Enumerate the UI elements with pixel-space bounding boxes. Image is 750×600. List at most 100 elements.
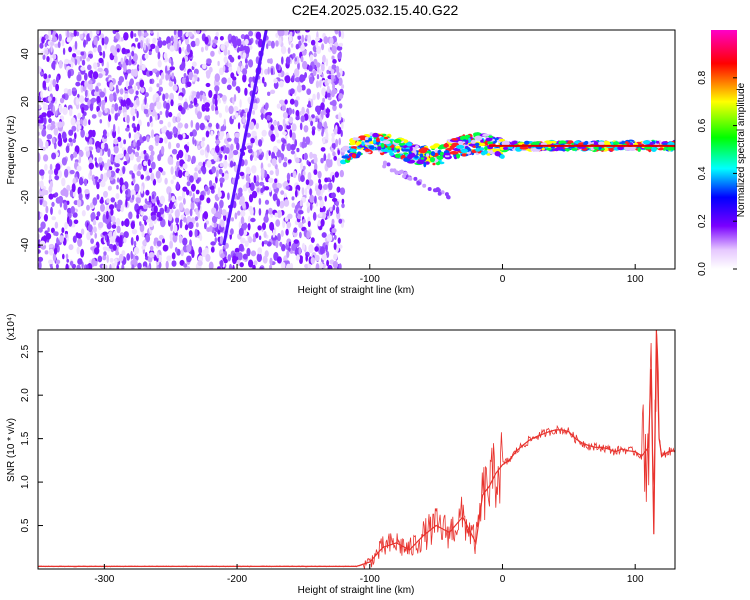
noise-mark [126, 49, 130, 54]
noise-mark [76, 264, 81, 269]
noise-mark [286, 250, 290, 258]
noise-mark [293, 239, 299, 244]
streak-mark [433, 188, 437, 193]
noise-mark [215, 139, 221, 145]
noise-mark [149, 78, 153, 84]
noise-mark [243, 112, 246, 118]
noise-mark [334, 30, 339, 35]
noise-mark [80, 129, 85, 138]
noise-mark [245, 166, 251, 175]
noise-mark [122, 166, 126, 175]
noise-mark [216, 81, 220, 86]
noise-mark [62, 253, 65, 260]
noise-mark [87, 224, 93, 233]
noise-mark [280, 46, 287, 55]
signal-mark [414, 155, 419, 159]
noise-mark [217, 266, 221, 269]
noise-mark [172, 234, 178, 243]
noise-mark [255, 122, 259, 130]
noise-mark [139, 221, 142, 227]
noise-mark [268, 187, 272, 193]
noise-mark [294, 139, 298, 147]
noise-mark [221, 77, 227, 85]
noise-mark [141, 64, 146, 71]
noise-mark [213, 222, 218, 228]
noise-mark [260, 167, 265, 176]
noise-mark [295, 157, 300, 164]
noise-mark [276, 256, 282, 264]
noise-mark [93, 47, 97, 53]
noise-mark [277, 233, 281, 242]
noise-mark [165, 260, 169, 269]
noise-mark [223, 50, 228, 56]
noise-mark [48, 118, 52, 124]
noise-mark [168, 192, 172, 202]
noise-mark [248, 236, 253, 244]
noise-mark [300, 161, 303, 171]
noise-mark [311, 114, 315, 119]
noise-mark [221, 172, 225, 177]
noise-mark [97, 110, 102, 118]
noise-mark [306, 230, 311, 240]
noise-mark [199, 234, 203, 242]
noise-mark [338, 112, 342, 121]
noise-mark [337, 149, 341, 156]
noise-mark [49, 180, 54, 189]
noise-mark [130, 237, 134, 246]
noise-mark [195, 208, 198, 215]
noise-mark [332, 151, 336, 157]
noise-mark [329, 43, 333, 48]
noise-mark [168, 202, 173, 210]
noise-mark [145, 170, 150, 176]
noise-mark [316, 74, 320, 80]
noise-mark [85, 132, 89, 138]
noise-mark [262, 255, 268, 264]
noise-mark [154, 135, 160, 144]
noise-mark [100, 142, 105, 150]
noise-mark [136, 123, 140, 132]
streak-mark [392, 168, 397, 173]
noise-mark [245, 173, 250, 182]
noise-mark [275, 132, 280, 138]
noise-mark [330, 90, 335, 98]
top-x-tick-label: 100 [627, 274, 644, 285]
noise-mark [84, 146, 90, 152]
noise-mark [133, 126, 137, 133]
noise-mark [242, 117, 246, 123]
noise-mark [236, 38, 242, 47]
noise-mark [335, 200, 340, 207]
noise-mark [130, 107, 136, 117]
noise-mark [107, 159, 111, 166]
noise-mark [94, 247, 100, 255]
colorbar-tick-label: 0.6 [697, 118, 708, 132]
noise-mark [321, 232, 327, 238]
noise-mark [123, 139, 126, 145]
noise-mark [237, 87, 241, 94]
noise-mark [280, 230, 284, 237]
noise-mark [158, 216, 163, 221]
noise-mark [125, 190, 129, 195]
noise-mark [133, 139, 136, 147]
noise-mark [288, 241, 292, 247]
noise-mark [280, 190, 285, 195]
noise-mark [81, 210, 86, 217]
noise-mark [329, 206, 333, 212]
noise-mark [149, 102, 155, 111]
noise-mark [148, 51, 152, 56]
noise-mark [258, 139, 263, 147]
noise-mark [67, 88, 72, 96]
noise-mark [38, 249, 41, 254]
noise-mark [156, 199, 160, 205]
noise-mark [183, 73, 187, 78]
noise-mark [232, 255, 237, 265]
noise-mark [142, 215, 148, 221]
noise-mark [307, 172, 312, 181]
bot-x-tick-label: -100 [360, 574, 380, 585]
noise-mark [274, 178, 278, 183]
noise-mark [338, 218, 343, 224]
noise-mark [296, 30, 301, 34]
signal-mark [389, 152, 395, 156]
noise-mark [70, 206, 76, 214]
noise-mark [232, 264, 235, 269]
noise-mark [75, 97, 80, 106]
